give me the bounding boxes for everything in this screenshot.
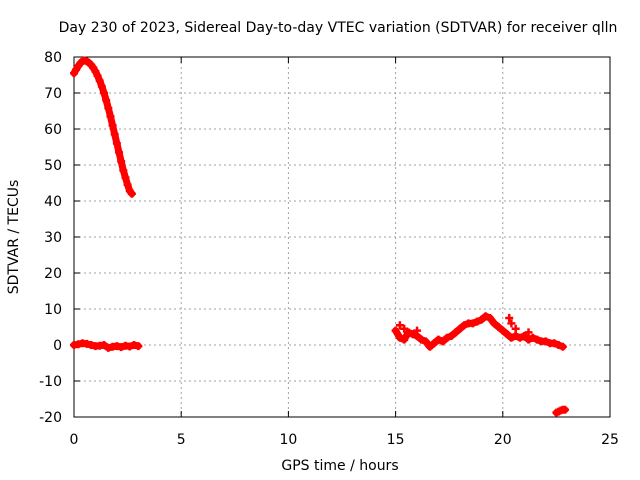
series-arc-1 [70, 56, 136, 198]
y-tick-label: -10 [39, 374, 62, 390]
data-point [91, 67, 100, 76]
x-axis-label: GPS time / hours [281, 458, 398, 474]
data-point [106, 112, 115, 121]
x-tick-label: 25 [601, 432, 619, 448]
data-point [391, 326, 400, 335]
data-point [473, 317, 482, 326]
data-point [550, 339, 559, 348]
data-point [524, 328, 533, 337]
axis-ticks: 0 5 10 15 20 25 -20 -10 0 10 20 30 40 50 60 70 80 [39, 50, 619, 448]
data-point [110, 130, 119, 139]
data-point [558, 342, 567, 351]
data-point [108, 121, 117, 130]
data-point [455, 324, 464, 333]
series-arc-3 [391, 312, 567, 351]
data-point [498, 326, 507, 335]
data-point [477, 315, 486, 324]
data-point [395, 333, 404, 342]
data-point [404, 328, 413, 337]
data-point [119, 166, 128, 175]
series-arc-2 [70, 339, 143, 352]
x-tick-label: 15 [387, 432, 405, 448]
data-point [421, 337, 430, 346]
data-point [485, 314, 494, 322]
series-arc-4 [552, 405, 569, 417]
x-tick-label: 20 [494, 432, 512, 448]
data-point [125, 342, 134, 351]
data-point [554, 341, 563, 349]
data-point [515, 333, 524, 342]
y-tick-label: 20 [44, 266, 62, 282]
y-tick-label: -20 [39, 410, 62, 426]
y-tick-label: 50 [44, 158, 62, 174]
data-point [520, 332, 529, 340]
data-point [127, 189, 136, 198]
data-point [395, 321, 404, 330]
data-point [507, 333, 516, 342]
data-point [438, 337, 447, 346]
data-point [503, 330, 512, 339]
data-point [100, 89, 109, 97]
data-point [541, 337, 550, 346]
data-point [511, 332, 520, 340]
data-point [533, 335, 542, 344]
data-point [468, 319, 477, 328]
series-arc-3-spikes [395, 314, 533, 337]
data-point [490, 319, 499, 328]
data-point [434, 335, 443, 344]
y-tick-label: 10 [44, 302, 62, 318]
x-tick-label: 5 [177, 432, 186, 448]
data-point [100, 341, 109, 349]
data-point [505, 314, 514, 322]
data-point [460, 321, 469, 330]
data-point [123, 180, 132, 189]
data-point [400, 324, 409, 333]
data-point [134, 342, 143, 351]
data-point [511, 324, 520, 333]
data-point [481, 312, 490, 321]
data-point [443, 333, 452, 342]
y-tick-label: 40 [44, 194, 62, 210]
y-tick-label: 30 [44, 230, 62, 246]
data-point [447, 332, 456, 340]
data-point [97, 82, 106, 91]
data-point [93, 71, 102, 80]
data-point [528, 333, 537, 342]
x-tick-label: 0 [70, 432, 79, 448]
data-point [425, 342, 434, 351]
y-tick-label: 70 [44, 86, 62, 102]
data-point [115, 148, 124, 157]
data-point [121, 173, 130, 182]
data-point [95, 76, 104, 85]
data-point [117, 157, 126, 166]
data-point [408, 330, 417, 339]
x-tick-label: 10 [279, 432, 297, 448]
data-series [70, 56, 569, 417]
chart-title: Day 230 of 2023, Sidereal Day-to-day VTE… [59, 20, 618, 36]
data-point [494, 323, 503, 331]
data-point [430, 339, 439, 348]
data-point [507, 319, 516, 328]
y-axis-label: SDTVAR / TECUs [6, 180, 22, 295]
data-point [413, 326, 422, 335]
data-point [102, 96, 111, 105]
data-point [117, 343, 126, 352]
data-point [560, 405, 569, 414]
y-tick-label: 80 [44, 50, 62, 66]
data-point [451, 328, 460, 337]
grid-layer [74, 57, 610, 417]
data-point [112, 139, 121, 148]
data-point [524, 335, 533, 344]
y-tick-label: 60 [44, 122, 62, 138]
y-tick-label: 0 [53, 338, 62, 354]
data-point [417, 335, 426, 344]
data-point [400, 335, 409, 344]
data-point [104, 104, 113, 113]
